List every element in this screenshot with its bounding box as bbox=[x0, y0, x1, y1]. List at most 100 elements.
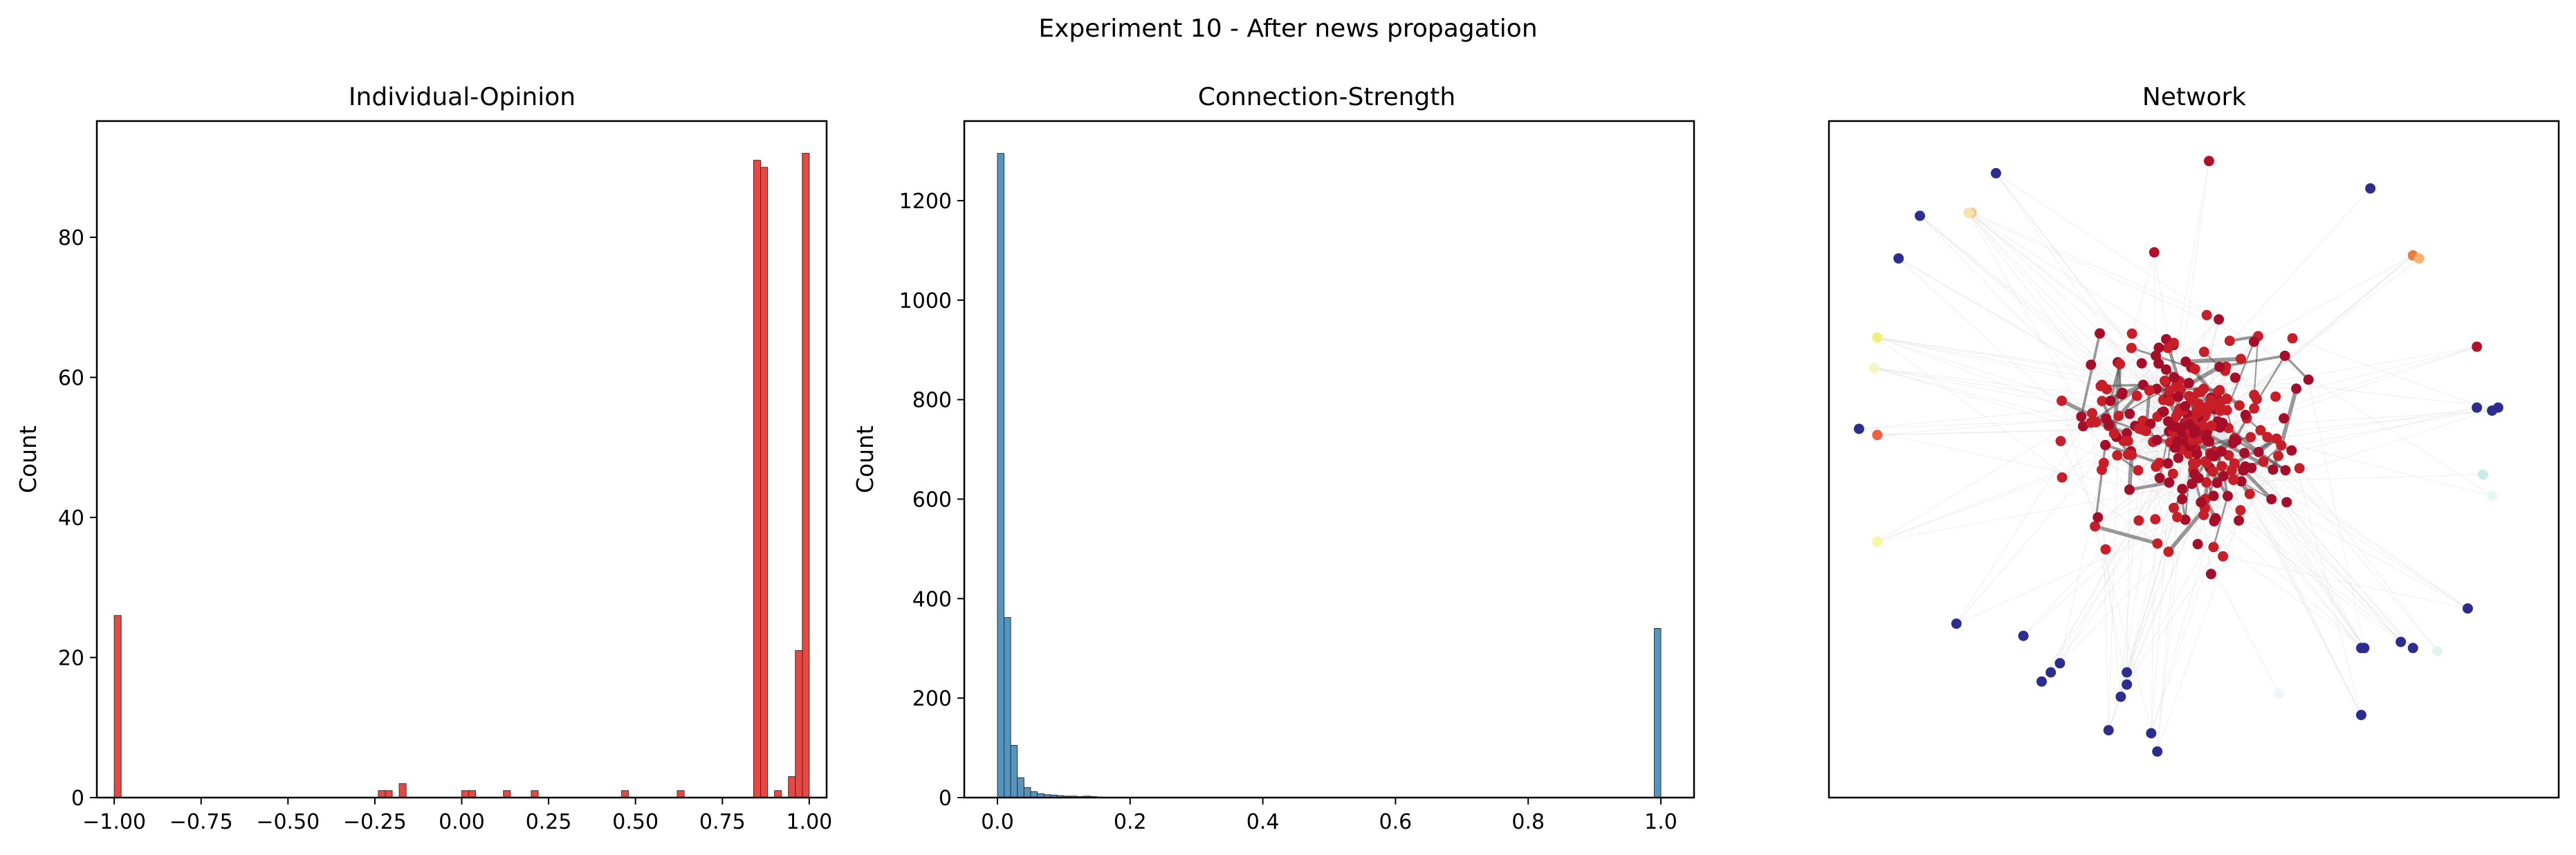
network-node bbox=[2229, 372, 2241, 383]
network-edge bbox=[2120, 502, 2202, 697]
network-edge bbox=[2101, 384, 2215, 522]
network-node bbox=[2150, 514, 2161, 525]
network-node bbox=[2191, 457, 2202, 468]
y-tick-label: 1000 bbox=[899, 289, 952, 313]
network-node bbox=[2221, 394, 2232, 405]
network-node bbox=[2116, 389, 2127, 400]
network-edge bbox=[2131, 348, 2169, 552]
network-edge bbox=[2166, 369, 2499, 408]
network-node bbox=[2291, 383, 2302, 394]
network-node bbox=[2240, 461, 2251, 472]
network-edge bbox=[1968, 212, 2160, 463]
y-tick-label: 1200 bbox=[899, 190, 952, 214]
network-node bbox=[2273, 450, 2284, 461]
histogram-bar bbox=[802, 153, 810, 798]
network-node bbox=[2180, 514, 2191, 525]
network-node bbox=[2055, 436, 2066, 447]
network-edge bbox=[2213, 495, 2413, 649]
network-edge bbox=[2105, 508, 2205, 550]
network-node bbox=[2235, 505, 2246, 516]
subplot-1-frame bbox=[95, 120, 828, 799]
subplot-3-frame bbox=[1828, 120, 2560, 799]
network-edge-strong bbox=[2253, 335, 2259, 395]
histogram-bar bbox=[378, 790, 386, 798]
subplot-2-y-label: Count bbox=[852, 425, 878, 493]
network-node-outlier bbox=[2122, 679, 2133, 690]
network-node bbox=[2294, 463, 2305, 474]
network-edge bbox=[2169, 160, 2210, 392]
network-node bbox=[2191, 448, 2202, 459]
histogram-bar bbox=[760, 167, 769, 798]
network-node bbox=[2086, 359, 2097, 370]
network-node bbox=[2133, 465, 2144, 476]
x-tick-label: −0.25 bbox=[343, 810, 407, 834]
network-node bbox=[2100, 439, 2111, 450]
network-node bbox=[2113, 410, 2124, 421]
network-edge bbox=[1877, 401, 2111, 542]
network-edge bbox=[1877, 337, 2204, 389]
network-node-outlier bbox=[2204, 156, 2214, 167]
x-tick-label: 0.0 bbox=[981, 810, 1014, 834]
network-node bbox=[2173, 391, 2184, 402]
network-edge-strong bbox=[2129, 481, 2170, 492]
histogram-bar bbox=[774, 790, 782, 798]
network-node bbox=[2244, 488, 2255, 499]
network-node bbox=[2164, 477, 2175, 488]
x-tick-label: 1.0 bbox=[1644, 810, 1677, 834]
network-node bbox=[2172, 511, 2183, 522]
network-node bbox=[2226, 466, 2237, 477]
network-edge bbox=[2292, 338, 2492, 412]
network-node bbox=[2153, 342, 2164, 353]
network-nodes bbox=[1854, 156, 2503, 757]
x-tick-label: 0.25 bbox=[526, 810, 572, 834]
y-tick-label: 40 bbox=[58, 506, 84, 531]
network-node-outlier bbox=[2472, 402, 2483, 413]
network-node bbox=[2163, 546, 2174, 558]
network-node bbox=[2137, 424, 2149, 435]
histogram-bar bbox=[385, 790, 393, 798]
network-node-outlier bbox=[1991, 167, 2001, 178]
x-tick-label: −1.00 bbox=[82, 810, 146, 834]
network-node-outlier bbox=[2472, 341, 2483, 352]
network-edge bbox=[2220, 450, 2468, 609]
network-node-outlier bbox=[2115, 691, 2126, 702]
histogram-bar bbox=[531, 790, 539, 798]
network-edge-strong bbox=[2242, 469, 2273, 501]
x-tick-label: 0.8 bbox=[1511, 810, 1545, 834]
network-node bbox=[2249, 389, 2260, 401]
network-node bbox=[2158, 406, 2169, 417]
network-node bbox=[2205, 401, 2216, 412]
histogram-bar bbox=[468, 790, 477, 798]
network-node bbox=[2196, 497, 2207, 508]
network-edge bbox=[1874, 367, 2197, 463]
network-node bbox=[2255, 425, 2266, 436]
network-edge bbox=[2219, 341, 2254, 391]
network-edge bbox=[2095, 526, 2128, 685]
network-node bbox=[2204, 436, 2215, 447]
network-edge bbox=[1971, 212, 2219, 320]
network-edge bbox=[1968, 212, 2191, 447]
network-edge-strong bbox=[2094, 524, 2158, 546]
network-node bbox=[2214, 361, 2225, 372]
network-node bbox=[2159, 375, 2170, 386]
network-node bbox=[2169, 502, 2180, 513]
network-node bbox=[2209, 516, 2220, 527]
network-node bbox=[2057, 472, 2068, 483]
network-edge bbox=[2281, 445, 2438, 652]
network-edge bbox=[2101, 470, 2109, 730]
network-node bbox=[2197, 421, 2208, 432]
histogram-bar bbox=[398, 783, 407, 798]
subplot-individual-opinion: Individual-Opinion −1.00 −0.75 −0.50 −0.25 0… bbox=[15, 83, 832, 834]
network-edge bbox=[2129, 342, 2175, 414]
subplot-network: Network bbox=[1828, 83, 2560, 799]
network-node-outlier bbox=[2413, 253, 2425, 264]
network-node-outlier bbox=[2463, 603, 2473, 614]
network-node-outlier bbox=[1915, 210, 1925, 221]
network-node bbox=[2231, 435, 2242, 446]
network-node bbox=[2258, 456, 2269, 467]
histogram-bar bbox=[1030, 791, 1038, 798]
histogram-bar bbox=[1023, 787, 1031, 798]
y-tick-label: 400 bbox=[912, 587, 952, 612]
network-node bbox=[2126, 342, 2137, 353]
network-node-outlier bbox=[2395, 636, 2407, 647]
